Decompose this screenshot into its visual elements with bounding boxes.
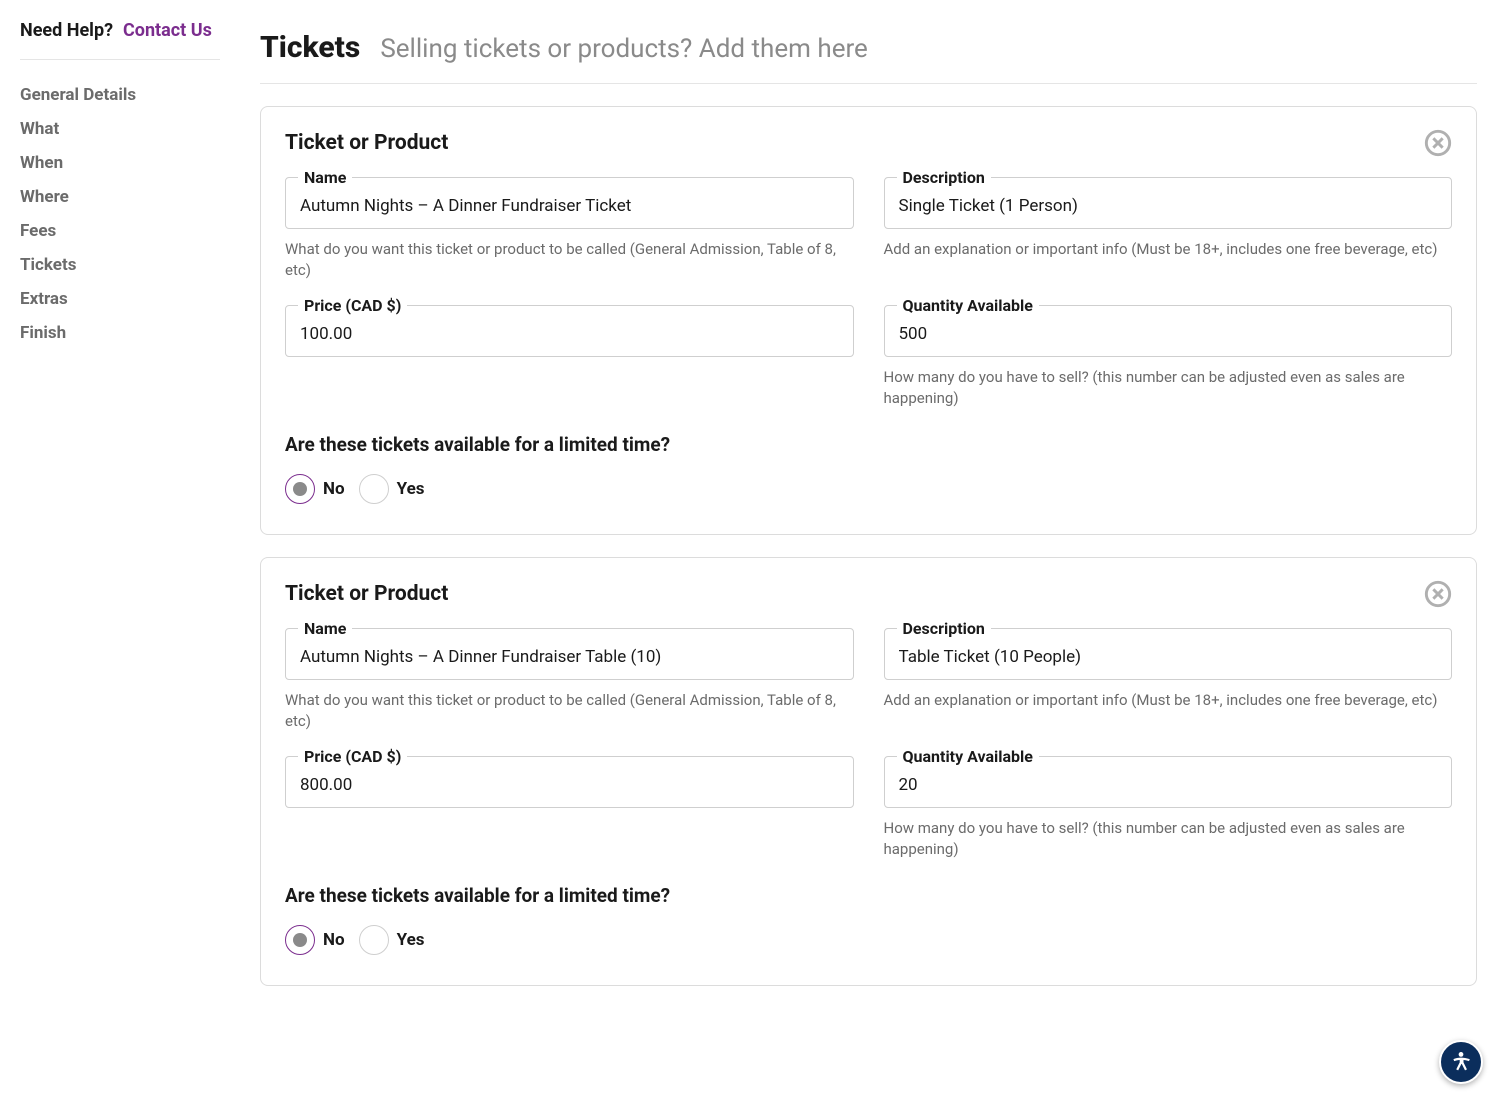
quantity-help-text: How many do you have to sell? (this numb… — [884, 367, 1453, 409]
page-header: Tickets Selling tickets or products? Add… — [260, 30, 1477, 84]
quantity-help-text: How many do you have to sell? (this numb… — [884, 818, 1453, 860]
description-label: Description — [897, 168, 991, 187]
ticket-card: Ticket or Product Name What do you want … — [260, 557, 1477, 986]
description-input[interactable] — [899, 647, 1438, 667]
accessibility-widget[interactable] — [1439, 1040, 1483, 1084]
nav-where[interactable]: Where — [20, 180, 220, 214]
radio-no-circle — [285, 474, 315, 504]
name-input[interactable] — [300, 647, 839, 667]
radio-no[interactable]: No — [285, 474, 345, 504]
nav-general-details[interactable]: General Details — [20, 78, 220, 112]
main-content: Tickets Selling tickets or products? Add… — [260, 20, 1477, 1008]
close-icon[interactable] — [1424, 580, 1452, 608]
close-icon[interactable] — [1424, 129, 1452, 157]
card-title: Ticket or Product — [285, 582, 448, 606]
price-label: Price (CAD $) — [298, 747, 407, 766]
limited-time-radio-group: No Yes — [285, 474, 1452, 504]
quantity-label: Quantity Available — [897, 747, 1039, 766]
nav-when[interactable]: When — [20, 146, 220, 180]
name-help-text: What do you want this ticket or product … — [285, 690, 854, 732]
radio-no-label: No — [323, 479, 345, 499]
name-input[interactable] — [300, 196, 839, 216]
radio-yes-label: Yes — [397, 930, 425, 950]
quantity-input[interactable] — [899, 775, 1438, 795]
page-title: Tickets — [260, 30, 360, 65]
nav-fees[interactable]: Fees — [20, 214, 220, 248]
nav-extras[interactable]: Extras — [20, 282, 220, 316]
description-help-text: Add an explanation or important info (Mu… — [884, 239, 1453, 260]
radio-yes-circle — [359, 925, 389, 955]
radio-no[interactable]: No — [285, 925, 345, 955]
limited-time-question: Are these tickets available for a limite… — [285, 433, 1452, 456]
radio-yes[interactable]: Yes — [359, 925, 425, 955]
help-row: Need Help? Contact Us — [20, 20, 220, 60]
description-input[interactable] — [899, 196, 1438, 216]
contact-us-link[interactable]: Contact Us — [123, 20, 212, 41]
nav-tickets[interactable]: Tickets — [20, 248, 220, 282]
radio-no-circle — [285, 925, 315, 955]
sidebar: Need Help? Contact Us General Details Wh… — [20, 20, 220, 1008]
card-title: Ticket or Product — [285, 131, 448, 155]
name-label: Name — [298, 619, 352, 638]
sidebar-nav: General Details What When Where Fees Tic… — [20, 78, 220, 350]
ticket-card: Ticket or Product Name What do you want … — [260, 106, 1477, 535]
radio-yes-circle — [359, 474, 389, 504]
price-input[interactable] — [300, 324, 839, 344]
need-help-label: Need Help? — [20, 20, 113, 41]
description-help-text: Add an explanation or important info (Mu… — [884, 690, 1453, 711]
price-input[interactable] — [300, 775, 839, 795]
name-label: Name — [298, 168, 352, 187]
radio-yes-label: Yes — [397, 479, 425, 499]
radio-no-label: No — [323, 930, 345, 950]
page-subtitle: Selling tickets or products? Add them he… — [380, 34, 868, 64]
accessibility-icon — [1448, 1049, 1474, 1075]
name-help-text: What do you want this ticket or product … — [285, 239, 854, 281]
quantity-input[interactable] — [899, 324, 1438, 344]
nav-finish[interactable]: Finish — [20, 316, 220, 350]
description-label: Description — [897, 619, 991, 638]
nav-what[interactable]: What — [20, 112, 220, 146]
limited-time-radio-group: No Yes — [285, 925, 1452, 955]
price-label: Price (CAD $) — [298, 296, 407, 315]
limited-time-question: Are these tickets available for a limite… — [285, 884, 1452, 907]
radio-yes[interactable]: Yes — [359, 474, 425, 504]
quantity-label: Quantity Available — [897, 296, 1039, 315]
